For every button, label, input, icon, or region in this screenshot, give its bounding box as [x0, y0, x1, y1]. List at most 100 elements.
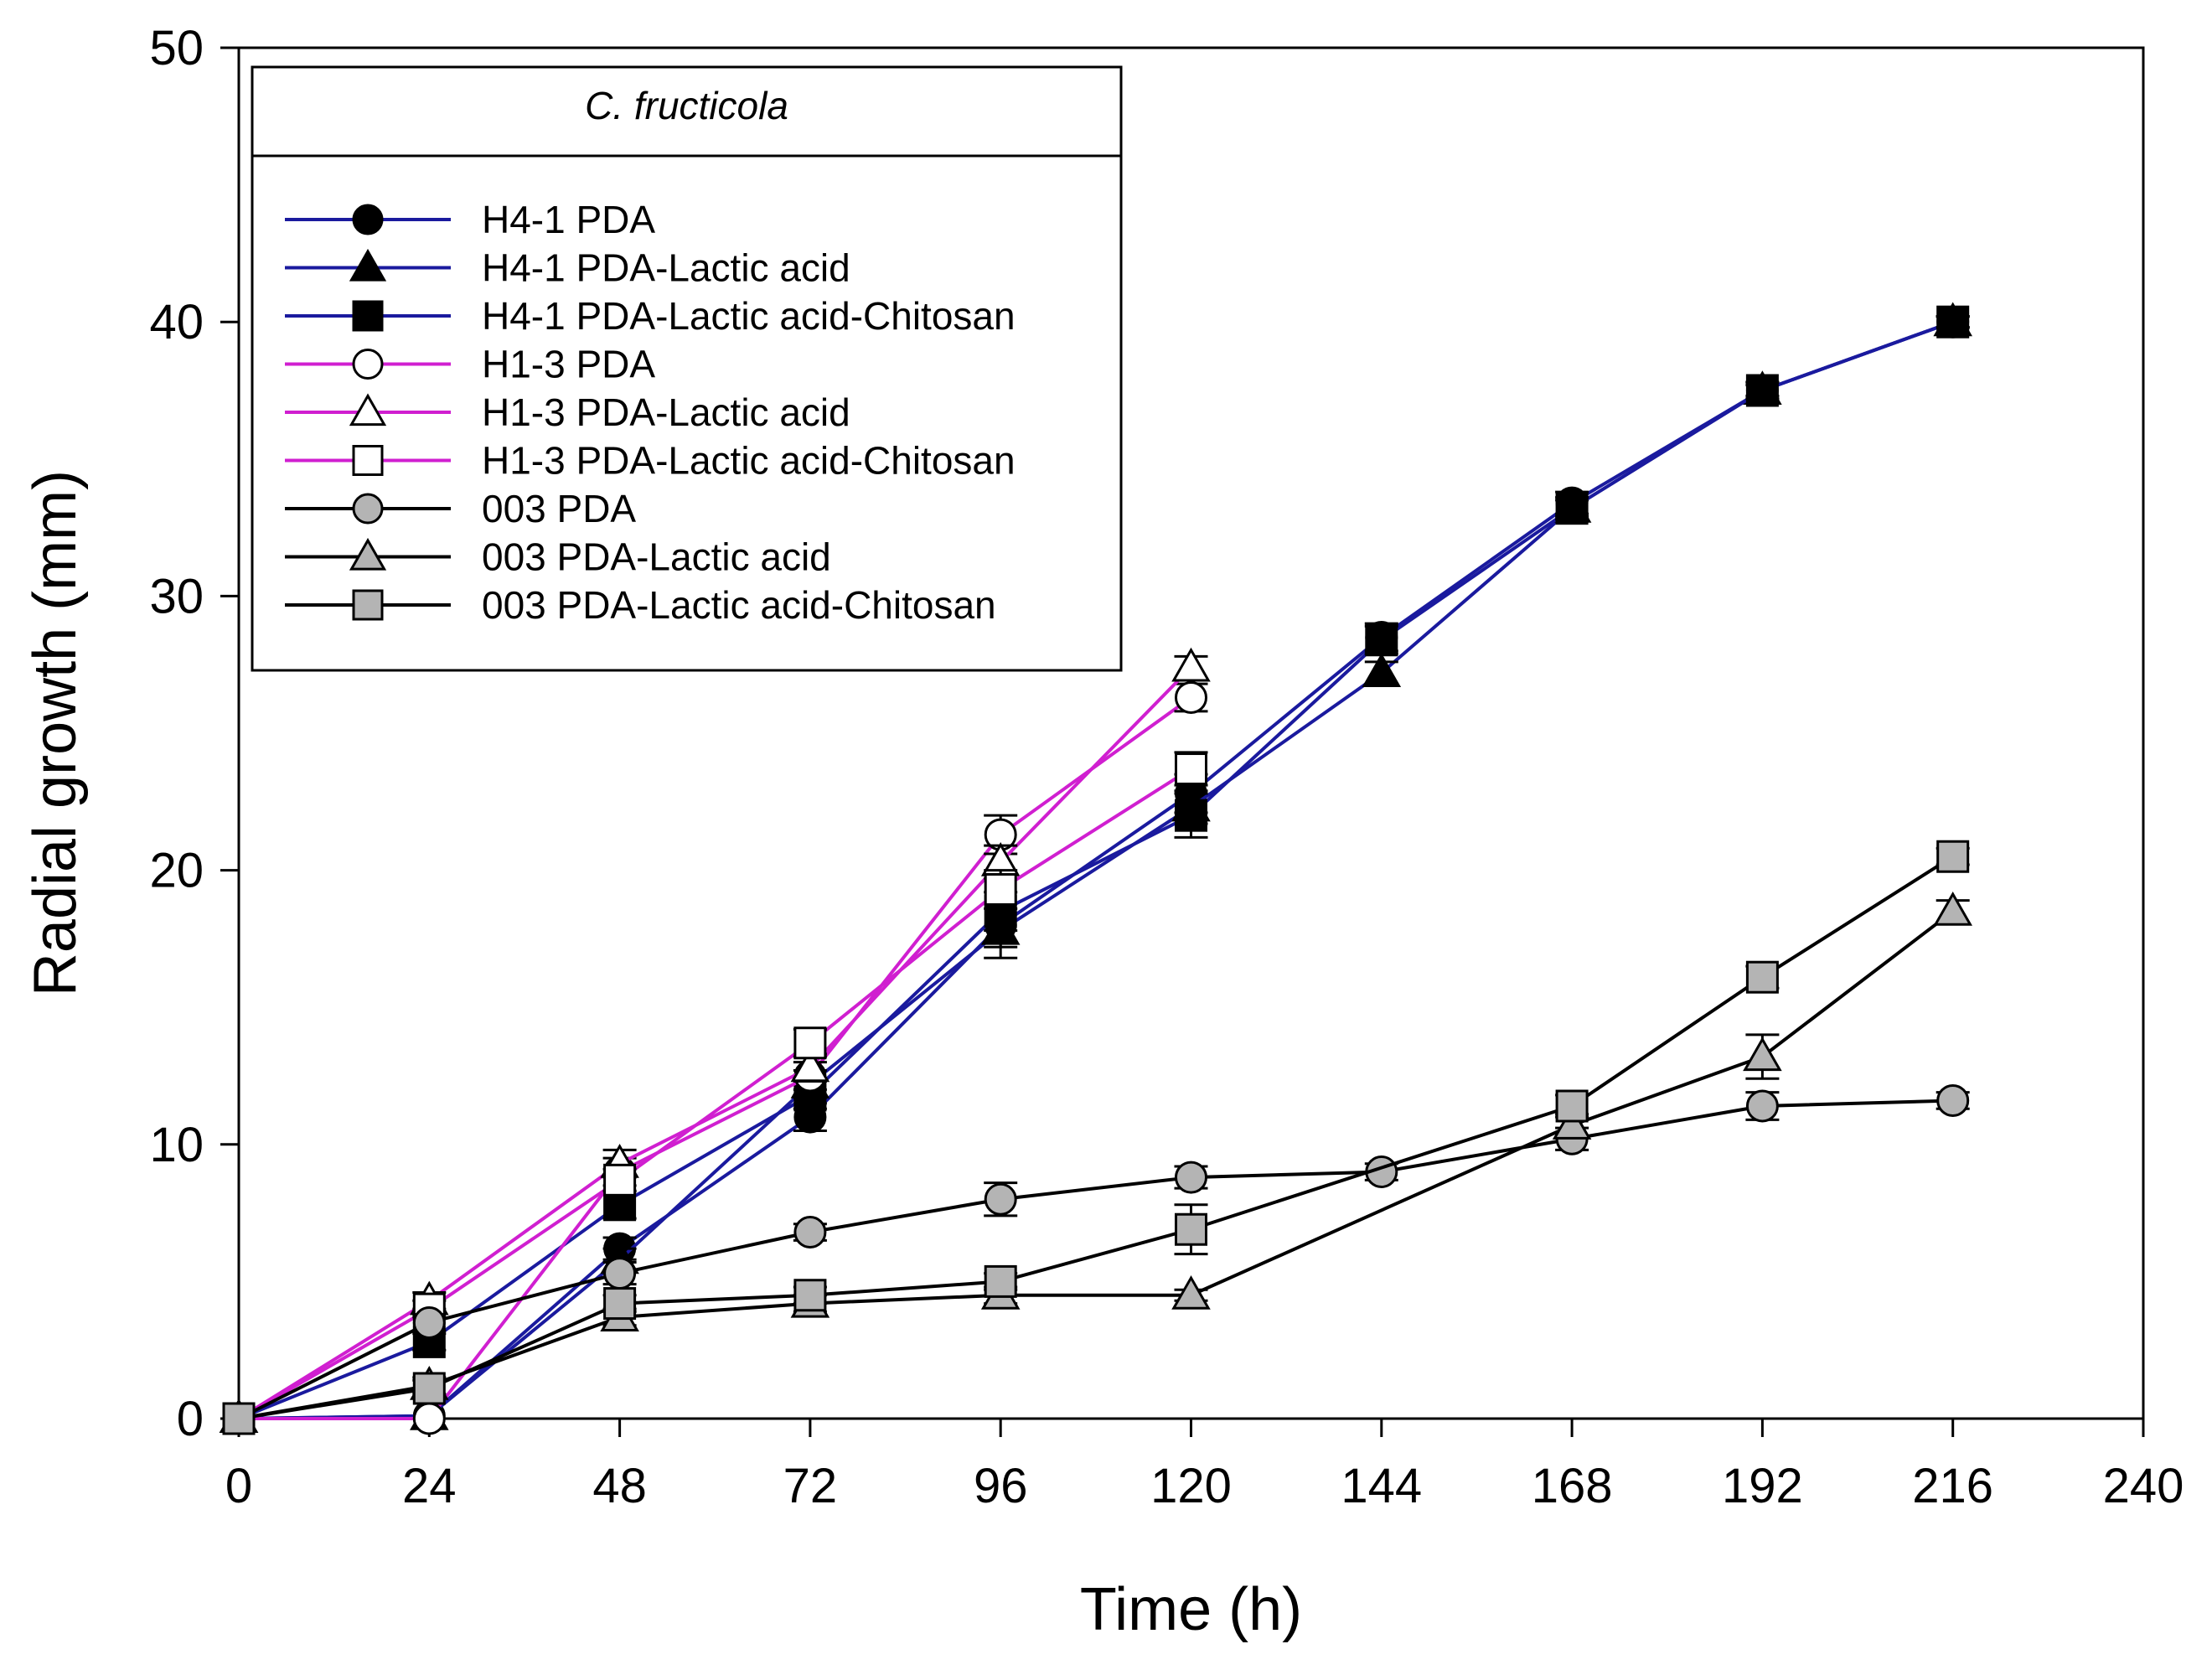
series-8 [219, 891, 1972, 1434]
data-point [1555, 492, 1589, 525]
data-point [1362, 653, 1402, 688]
data-point [1171, 647, 1211, 682]
y-tick-label: 10 [149, 1118, 204, 1172]
legend-label: H1-3 PDA-Lactic acid [482, 390, 850, 434]
series-line [239, 695, 1192, 1420]
y-tick-label: 40 [149, 295, 204, 349]
data-point [1175, 799, 1207, 832]
series-layer [219, 302, 1972, 1435]
series-6 [222, 751, 1208, 1435]
x-tick-label: 240 [2103, 1459, 2184, 1513]
data-point [793, 1026, 827, 1060]
series-5 [219, 647, 1211, 1434]
legend-label: H1-3 PDA-Lactic acid-Chitosan [482, 439, 1016, 483]
data-point [222, 1402, 256, 1435]
x-tick-label: 96 [974, 1459, 1028, 1513]
legend-marker [352, 445, 384, 476]
y-tick-label: 50 [149, 21, 204, 75]
data-point [1745, 374, 1779, 407]
legend-marker [349, 537, 387, 571]
data-point [1745, 960, 1779, 994]
series-line [238, 320, 1954, 1420]
legend-label: 003 PDA-Lactic acid [482, 535, 831, 579]
data-point [1175, 752, 1207, 786]
legend-label: H1-3 PDA [482, 343, 655, 386]
legend-label: 003 PDA-Lactic acid-Chitosan [482, 583, 996, 627]
series-line [238, 1099, 1953, 1420]
legend-marker [352, 349, 384, 380]
data-point [1365, 623, 1398, 657]
data-point [603, 1163, 637, 1197]
data-point [1933, 891, 1972, 926]
legend-marker [352, 300, 384, 332]
x-tick-label: 168 [1532, 1459, 1613, 1513]
x-tick-label: 24 [402, 1459, 457, 1513]
legend-label: H4-1 PDA-Lactic acid [482, 246, 850, 290]
y-axis-title: Radial growth (mm) [22, 470, 89, 996]
data-point [984, 1264, 1017, 1298]
series-9 [222, 840, 1970, 1435]
series-line [238, 910, 1954, 1420]
data-point [1555, 1089, 1589, 1123]
legend-label: H4-1 PDA-Lactic acid-Chitosan [482, 294, 1016, 338]
legend-marker [352, 589, 384, 621]
y-tick-label: 30 [149, 569, 204, 623]
legend-item-7: 003 PDA [285, 487, 636, 530]
legend-item-2: H4-1 PDA-Lactic acid [285, 246, 850, 290]
legend-item-5: H1-3 PDA-Lactic acid [285, 390, 850, 434]
legend-box [251, 65, 1123, 672]
data-point [1743, 1037, 1782, 1072]
data-point [793, 1279, 827, 1312]
x-tick-label: 144 [1341, 1459, 1422, 1513]
x-axis: 0 24 48 72 96 120 144 168 192 216 240 [225, 1419, 2184, 1513]
legend-marker [349, 393, 387, 427]
y-tick-label: 20 [149, 844, 204, 898]
data-point [1175, 1161, 1207, 1194]
data-point [412, 1402, 446, 1435]
series-4 [222, 680, 1208, 1435]
legend-title: C. fructicola [585, 84, 788, 127]
legend-label: 003 PDA [482, 487, 636, 530]
x-axis-title: Time (h) [1080, 1576, 1302, 1643]
legend-marker [352, 493, 384, 525]
data-point [1171, 1275, 1211, 1310]
legend-item-4: H1-3 PDA [285, 343, 655, 386]
legend-item-6: H1-3 PDA-Lactic acid-Chitosan [285, 439, 1016, 483]
legend-item-3: H4-1 PDA-Lactic acid-Chitosan [285, 294, 1016, 338]
data-point [1936, 840, 1970, 873]
data-point [790, 1047, 830, 1083]
y-tick-label: 0 [177, 1392, 204, 1446]
legend-marker [349, 248, 387, 282]
data-point [603, 1287, 637, 1321]
legend: C. fructicola H4-1 PDA H4-1 PDA-Lactic aci… [251, 65, 1123, 672]
legend-label: H4-1 PDA [482, 198, 655, 241]
x-tick-label: 120 [1150, 1459, 1232, 1513]
x-tick-label: 0 [225, 1459, 252, 1513]
x-tick-label: 192 [1722, 1459, 1803, 1513]
legend-item-9: 003 PDA-Lactic acid-Chitosan [285, 583, 996, 627]
data-point [412, 1305, 446, 1339]
data-point [412, 1372, 446, 1405]
x-tick-label: 72 [783, 1459, 838, 1513]
data-point [1745, 1089, 1779, 1123]
series-line [238, 320, 1954, 1420]
legend-marker [352, 204, 384, 235]
data-point [1175, 1212, 1207, 1246]
data-point [603, 1257, 637, 1290]
data-point [984, 873, 1017, 907]
data-point [1175, 680, 1207, 714]
x-tick-label: 48 [592, 1459, 647, 1513]
data-point [1936, 305, 1970, 339]
data-point [1936, 1083, 1970, 1117]
data-point [984, 1182, 1017, 1216]
legend-item-8: 003 PDA-Lactic acid [285, 535, 831, 579]
x-tick-label: 216 [1912, 1459, 1993, 1513]
series-line [238, 767, 1192, 1420]
y-axis: 0 10 20 30 40 50 [149, 21, 239, 1446]
data-point [793, 1216, 827, 1249]
series-line [237, 666, 1192, 1420]
legend-item-1: H4-1 PDA [285, 198, 655, 241]
data-point [1552, 1105, 1592, 1140]
